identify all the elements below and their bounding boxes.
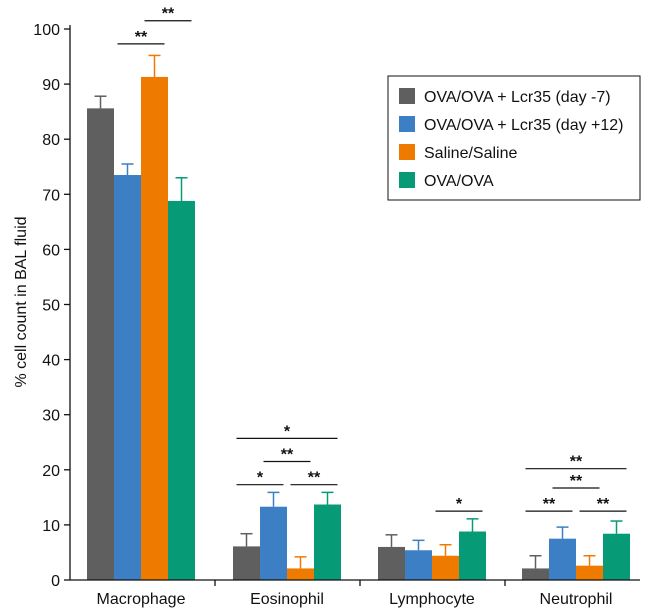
legend-items: OVA/OVA + Lcr35 (day -7) OVA/OVA + Lcr35 …	[399, 88, 624, 190]
bar	[549, 538, 576, 580]
bar	[287, 568, 314, 580]
x-category-label: Eosinophil	[250, 591, 324, 608]
bar	[405, 550, 432, 580]
bar	[576, 565, 603, 580]
bar	[522, 568, 549, 580]
significance-label: **	[570, 454, 583, 471]
legend-swatch	[399, 116, 415, 132]
x-categories-layer: Macrophage Eosinophil Lymphocyte Neutrophil	[97, 580, 613, 608]
legend-box	[387, 75, 641, 201]
y-tick-label: 20	[42, 463, 60, 480]
x-category-label: Lymphocyte	[389, 591, 475, 608]
legend-label: OVA/OVA	[424, 173, 494, 190]
significance-layer: *********** ********	[117, 6, 627, 513]
y-tick-label: 10	[42, 518, 60, 535]
bar	[168, 200, 195, 581]
bar	[314, 504, 341, 580]
y-tick-label: 0	[51, 573, 60, 590]
legend-label: Saline/Saline	[424, 145, 518, 162]
significance-label: **	[162, 6, 175, 23]
y-tick-label: 80	[42, 132, 60, 149]
y-tick-label: 70	[42, 187, 60, 204]
significance-label: **	[570, 473, 583, 490]
legend: OVA/OVA + Lcr35 (day -7) OVA/OVA + Lcr35 …	[387, 75, 641, 201]
y-tick-label: 60	[42, 242, 60, 259]
bar	[141, 76, 168, 580]
significance-label: **	[281, 447, 294, 464]
y-tick-label: 50	[42, 298, 60, 315]
bar	[87, 108, 114, 581]
y-tick-label: 40	[42, 353, 60, 370]
y-tick-label: 30	[42, 408, 60, 425]
legend-label: OVA/OVA + Lcr35 (day -7)	[424, 89, 611, 106]
bar	[432, 555, 459, 580]
y-axis-title: % cell count in BAL fluid	[13, 216, 30, 387]
y-ticks-layer: 0 10 20 30 40 50 60 70 80 90 100	[33, 22, 70, 590]
bar	[459, 531, 486, 580]
y-tick-label: 90	[42, 77, 60, 94]
legend-swatch	[399, 88, 415, 104]
x-category-label: Neutrophil	[540, 591, 613, 608]
significance-label: **	[308, 470, 321, 487]
error-bars-layer	[94, 54, 623, 569]
legend-swatch	[399, 172, 415, 188]
x-category-label: Macrophage	[97, 591, 186, 608]
bar	[603, 533, 630, 580]
bars-layer	[87, 76, 630, 581]
significance-label: *	[284, 423, 291, 440]
significance-label: *	[456, 496, 463, 513]
y-tick-label: 100	[33, 22, 60, 39]
significance-label: **	[135, 29, 148, 46]
significance-label: *	[257, 470, 264, 487]
bar	[114, 175, 141, 580]
bar	[260, 506, 287, 580]
axes-layer	[69, 25, 640, 581]
legend-label: OVA/OVA + Lcr35 (day +12)	[424, 117, 624, 134]
significance-label: **	[597, 496, 610, 513]
bar	[378, 546, 405, 580]
significance-label: **	[543, 496, 556, 513]
legend-swatch	[399, 144, 415, 160]
bar	[233, 546, 260, 580]
